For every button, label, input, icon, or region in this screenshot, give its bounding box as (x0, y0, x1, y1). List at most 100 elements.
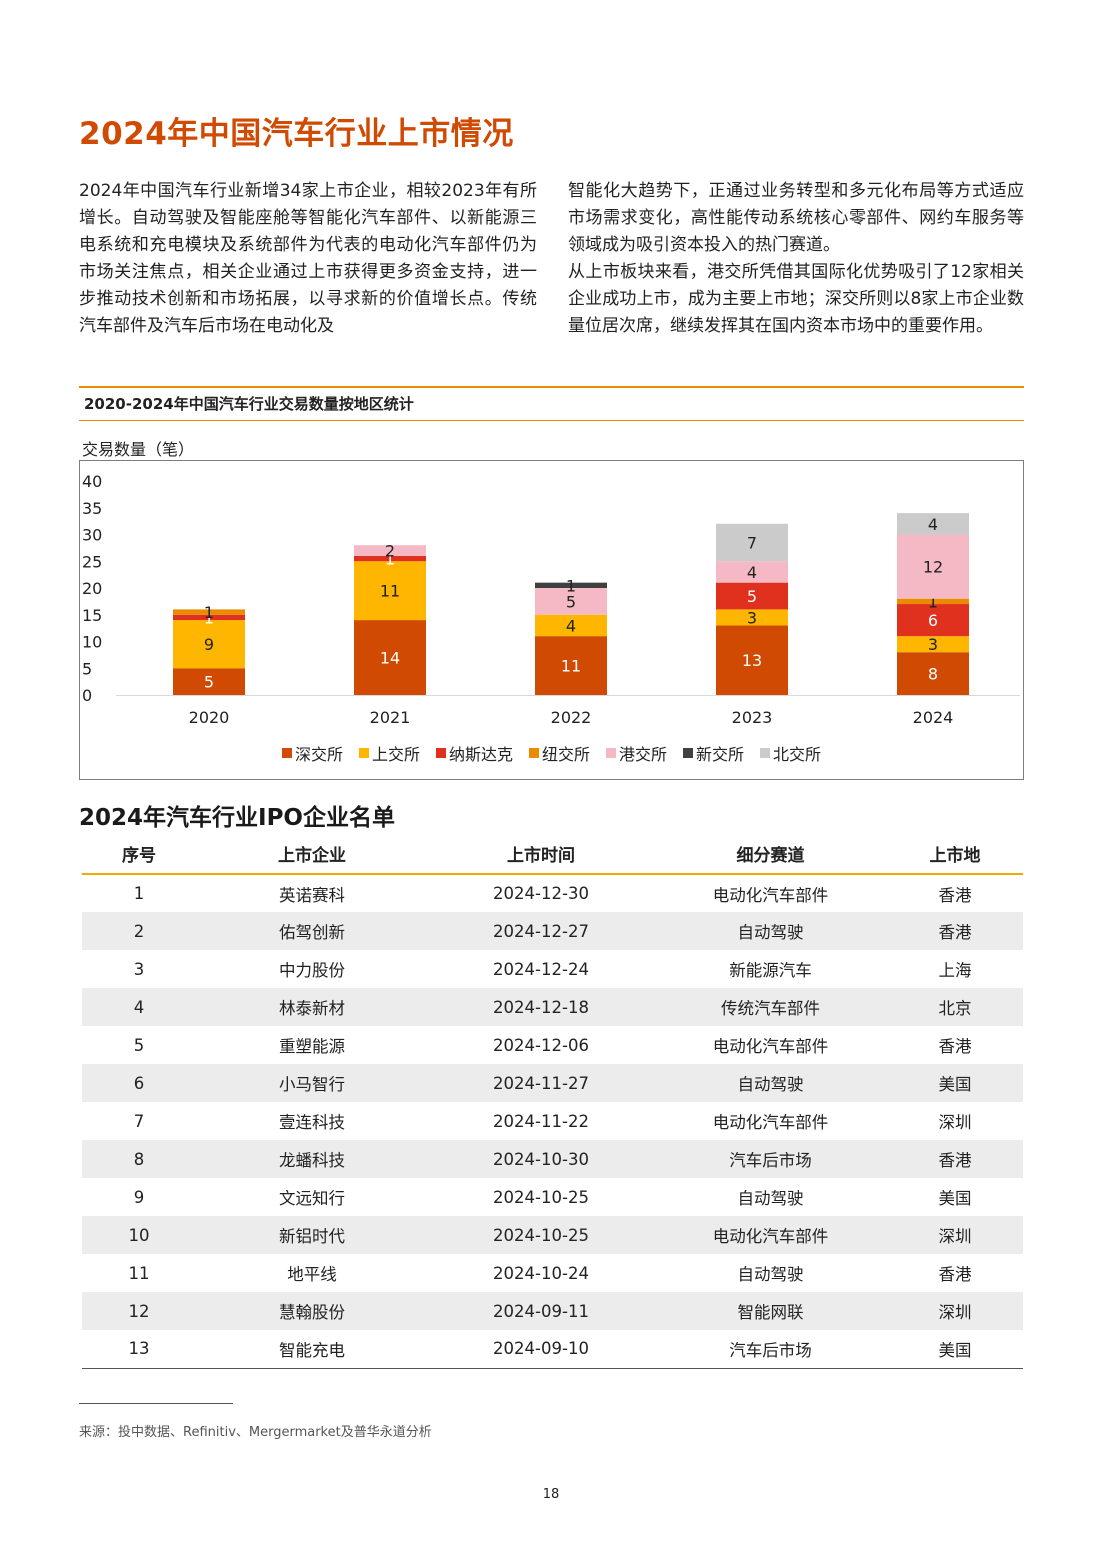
legend-item: 港交所 (606, 741, 667, 765)
row-segment: 汽车后市场 (654, 1330, 887, 1369)
data-label: 5 (566, 592, 576, 611)
data-label: 2 (385, 542, 395, 561)
row-listing-date: 2024-10-25 (493, 1187, 589, 1207)
row-index: 11 (128, 1263, 150, 1283)
bar-segment (897, 652, 969, 695)
legend-item: 纳斯达克 (435, 741, 513, 765)
legend-item: 上交所 (358, 741, 420, 765)
legend-swatch (760, 748, 771, 758)
row-listing-date: 2024-10-24 (493, 1263, 589, 1283)
row-listing-venue: 香港 (938, 885, 972, 905)
bar-segment (716, 625, 788, 695)
chart-y-axis-label: 交易数量（笔） (82, 440, 195, 459)
row-index: 1 (133, 884, 145, 903)
bar-segment (173, 614, 245, 621)
data-label: 5 (747, 587, 757, 606)
x-tick-label: 2024 (913, 708, 954, 727)
row-company: 小马智行 (196, 1064, 428, 1102)
row-listing-date: 2024-12-30 (493, 884, 589, 903)
y-tick-label: 5 (82, 659, 92, 678)
legend-item: 深交所 (281, 741, 343, 765)
row-index: 12 (82, 1292, 196, 1330)
row-company: 龙蟠科技 (196, 1140, 428, 1178)
source-note: 来源：投中数据、Refinitiv、Mergermarket及普华永道分析 (79, 1425, 432, 1440)
x-tick-label: 2022 (551, 708, 592, 727)
data-label: 3 (747, 608, 757, 627)
intro-paragraph-1: 2024年中国汽车行业新增34家上市企业，相较2023年有所增长。自动驾驶及智能… (79, 181, 537, 336)
chart-plot: 0510152025303540591120201411122021114512… (82, 472, 1020, 727)
data-label: 1 (385, 550, 395, 569)
data-label: 11 (561, 657, 581, 676)
table-row: 8 龙蟠科技 2024-10-30 汽车后市场 香港 (82, 1140, 1023, 1178)
bar-segment (897, 534, 969, 599)
table-row: 12 慧翰股份 2024-09-11 智能网联 深圳 (82, 1292, 1023, 1330)
bar-segment (535, 636, 607, 695)
row-listing-date: 2024-12-24 (493, 959, 589, 979)
bar-segment (354, 555, 426, 562)
intro-paragraph-2: 智能化大趋势下，正通过业务转型和多元化布局等方式适应市场需求变化，高性能传动系统… (568, 181, 1024, 255)
row-segment: 自动驾驶 (737, 1265, 804, 1284)
y-tick-label: 35 (82, 499, 102, 518)
legend-label: 纳斯达克 (448, 745, 513, 764)
row-segment: 传统汽车部件 (654, 988, 887, 1026)
data-label: 12 (923, 558, 943, 577)
bar-segment (354, 620, 426, 695)
row-company: 地平线 (287, 1265, 337, 1284)
row-listing-date: 2024-10-30 (428, 1140, 654, 1178)
row-listing-date: 2024-11-22 (493, 1111, 589, 1131)
y-tick-label: 15 (82, 606, 102, 625)
row-index: 6 (82, 1064, 196, 1102)
row-index: 2 (82, 912, 196, 950)
data-label: 8 (928, 665, 938, 684)
data-label: 1 (566, 576, 576, 595)
bar-segment (716, 582, 788, 610)
data-label: 11 (380, 582, 400, 601)
row-segment: 自动驾驶 (737, 1189, 804, 1208)
row-index: 3 (133, 959, 145, 979)
data-label: 6 (928, 611, 938, 630)
row-segment: 智能网联 (654, 1292, 887, 1330)
row-company: 文远知行 (279, 1189, 345, 1208)
data-label: 4 (566, 616, 576, 635)
bar-segment (354, 545, 426, 556)
bar-segment (897, 604, 969, 637)
legend-swatch (435, 748, 446, 758)
row-index: 13 (82, 1330, 196, 1369)
row-company: 重塑能源 (279, 1037, 345, 1056)
legend-label: 上交所 (371, 745, 420, 764)
x-tick-label: 2021 (370, 708, 411, 727)
row-listing-venue: 深圳 (938, 1113, 972, 1132)
bar-segment (173, 668, 245, 695)
bar-segment (897, 513, 969, 535)
y-tick-label: 30 (82, 526, 102, 545)
legend-swatch (281, 748, 292, 758)
bar-segment (897, 636, 969, 653)
table-row: 3 中力股份 2024-12-24 新能源汽车 上海 (82, 950, 1023, 988)
row-listing-date: 2024-12-06 (493, 1035, 589, 1055)
bar-segment (354, 561, 426, 621)
table-row: 10 新铝时代 2024-10-25 电动化汽车部件 深圳 (82, 1216, 1023, 1254)
row-index: 10 (82, 1216, 196, 1254)
table-row: 5 重塑能源 2024-12-06 电动化汽车部件 香港 (82, 1026, 1023, 1064)
bar-segment (535, 614, 607, 637)
legend-label: 纽交所 (541, 745, 590, 764)
data-label: 5 (204, 673, 214, 692)
table-header-row: 序号 上市企业 上市时间 细分赛道 上市地 (82, 834, 1023, 875)
row-index: 9 (133, 1187, 145, 1207)
x-tick-label: 2023 (732, 708, 773, 727)
row-company: 壹连科技 (279, 1113, 345, 1132)
row-company: 佑驾创新 (196, 912, 428, 950)
row-company: 新铝时代 (196, 1216, 428, 1254)
row-listing-date: 2024-10-25 (428, 1216, 654, 1254)
data-label: 14 (380, 649, 400, 668)
data-label: 9 (204, 635, 214, 654)
legend-label: 港交所 (619, 745, 668, 764)
row-index: 7 (133, 1111, 145, 1131)
row-listing-venue: 香港 (938, 1265, 972, 1284)
chart-title: 2020-2024年中国汽车行业交易数量按地区统计 (84, 395, 414, 413)
legend-swatch (606, 748, 616, 758)
row-listing-date: 2024-11-27 (428, 1064, 654, 1102)
data-label: 3 (928, 635, 938, 654)
row-listing-venue: 上海 (938, 961, 972, 980)
legend-item: 北交所 (760, 741, 821, 765)
